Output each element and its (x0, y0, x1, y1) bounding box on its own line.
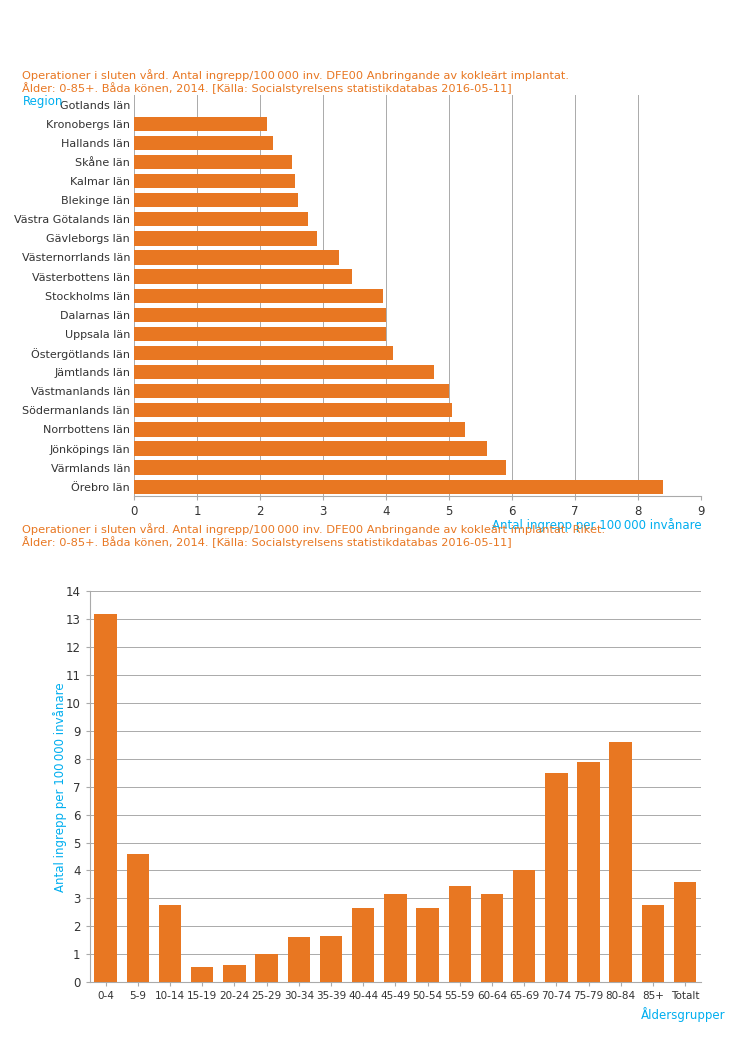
Text: Operationer i sluten vård. Antal ingrepp/100 000 inv. DFE00 Anbringande av kokle: Operationer i sluten vård. Antal ingrepp… (22, 69, 569, 80)
Bar (134, 441, 487, 456)
Bar (159, 905, 181, 982)
Bar (352, 908, 374, 982)
X-axis label: Åldersgrupper: Åldersgrupper (641, 1007, 726, 1022)
Bar (287, 937, 310, 982)
Bar (191, 966, 213, 982)
X-axis label: Antal ingrepp per 100 000 invånare: Antal ingrepp per 100 000 invånare (492, 518, 701, 532)
Y-axis label: Antal ingrepp per 100 000 invånare: Antal ingrepp per 100 000 invånare (53, 682, 67, 891)
Bar (674, 882, 697, 982)
Bar (134, 212, 307, 226)
Bar (127, 853, 149, 982)
Bar (134, 135, 273, 150)
Bar (255, 955, 278, 982)
Bar (545, 773, 568, 982)
Bar (134, 155, 292, 169)
Bar (513, 870, 536, 982)
Bar (134, 365, 433, 379)
Bar (480, 894, 504, 982)
Bar (134, 422, 465, 436)
Bar (134, 384, 449, 398)
Text: Operationer i sluten vård. Antal ingrepp/100 000 inv. DFE00 Anbringande av kokle: Operationer i sluten vård. Antal ingrepp… (22, 523, 606, 534)
Bar (134, 479, 663, 494)
Bar (134, 403, 452, 417)
Bar (416, 908, 439, 982)
Bar (642, 905, 664, 982)
Text: Ålder: 0-85+. Båda könen, 2014. [Källa: Socialstyrelsens statistikdatabas 2016-0: Ålder: 0-85+. Båda könen, 2014. [Källa: … (22, 82, 512, 94)
Bar (134, 307, 386, 322)
Bar (134, 116, 266, 131)
Bar (320, 936, 342, 982)
Bar (384, 894, 407, 982)
Bar (609, 742, 632, 982)
Bar (134, 460, 506, 475)
Bar (94, 614, 117, 982)
Bar (134, 193, 298, 207)
Bar (134, 345, 392, 360)
Bar (448, 886, 471, 982)
Bar (134, 174, 295, 188)
Text: Ålder: 0-85+. Båda könen, 2014. [Källa: Socialstyrelsens statistikdatabas 2016-0: Ålder: 0-85+. Båda könen, 2014. [Källa: … (22, 536, 512, 548)
Bar (577, 761, 600, 982)
Bar (134, 250, 339, 265)
Bar (134, 231, 317, 245)
Bar (134, 269, 351, 284)
Text: Region: Region (22, 95, 63, 108)
Bar (134, 288, 383, 303)
Bar (134, 326, 386, 341)
Bar (223, 965, 245, 982)
